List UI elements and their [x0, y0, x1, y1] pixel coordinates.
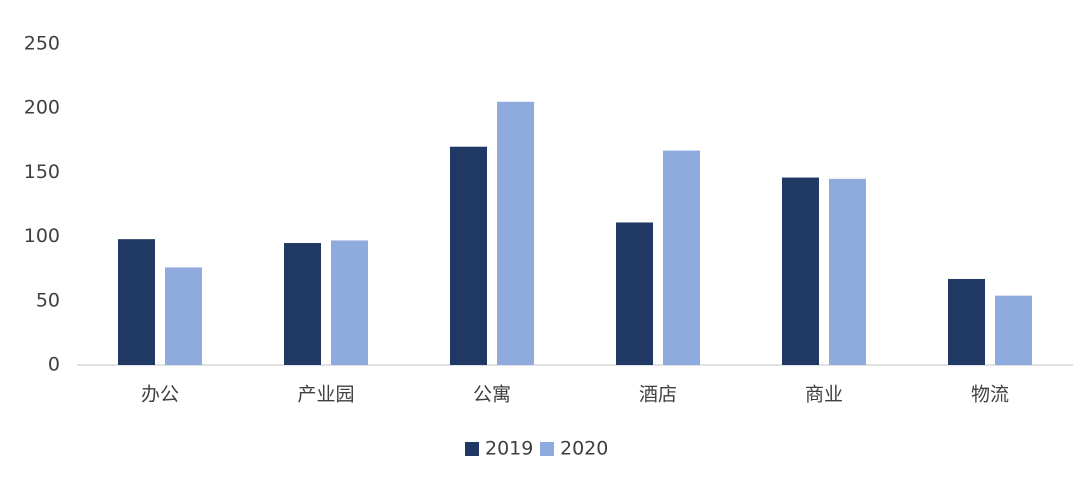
x-tick-label: 产业园 — [297, 384, 354, 406]
bar — [284, 243, 321, 365]
y-tick-label: 0 — [48, 354, 60, 376]
bar — [165, 267, 202, 365]
bar — [118, 239, 155, 365]
legend-swatch — [465, 442, 479, 456]
bar — [829, 178, 866, 365]
bar — [497, 101, 534, 365]
x-tick-label: 办公 — [141, 384, 179, 406]
y-tick-label: 200 — [24, 97, 60, 119]
bar — [948, 278, 985, 365]
legend-label: 2020 — [560, 438, 608, 460]
bar — [995, 295, 1032, 365]
y-tick-label: 150 — [24, 161, 60, 183]
bar — [450, 146, 487, 365]
bar — [782, 177, 819, 365]
bar — [331, 240, 368, 365]
legend-swatch — [540, 442, 554, 456]
bar — [616, 222, 653, 365]
x-tick-label: 商业 — [805, 384, 843, 406]
y-tick-label: 100 — [24, 225, 60, 247]
x-tick-label: 物流 — [971, 384, 1009, 406]
y-tick-label: 50 — [36, 289, 60, 311]
legend-label: 2019 — [485, 438, 533, 460]
bar — [663, 150, 700, 365]
x-tick-label: 酒店 — [639, 384, 677, 406]
y-tick-label: 250 — [24, 33, 60, 55]
x-tick-label: 公寓 — [473, 384, 511, 406]
